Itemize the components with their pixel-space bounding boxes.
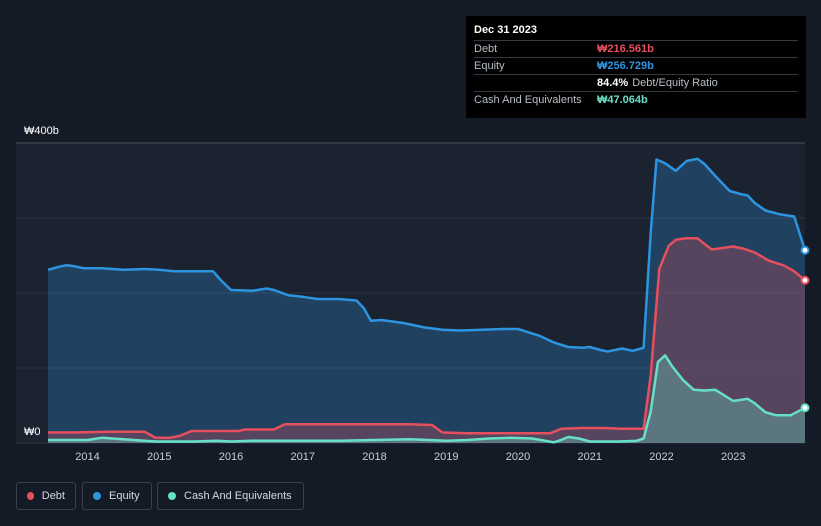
x-tick-label: 2020 (506, 451, 530, 463)
x-tick-label: 2018 (362, 451, 386, 463)
tooltip-panel: Dec 31 2023 Debt ₩216.561b Equity ₩256.7… (466, 16, 806, 118)
tooltip-equity-value: ₩256.729b (597, 60, 654, 72)
x-tick-label: 2023 (721, 451, 745, 463)
legend-cash-label: Cash And Equivalents (184, 490, 292, 502)
series-endpoints (800, 245, 810, 413)
legend-item-cash[interactable]: Cash And Equivalents (157, 482, 304, 510)
tooltip-debt-value: ₩216.561b (597, 43, 654, 55)
tooltip-row-cash: Cash And Equivalents ₩47.064b (474, 91, 798, 109)
tooltip-row-equity: Equity ₩256.729b (474, 57, 798, 75)
debt-endpoint (800, 275, 810, 285)
x-tick-label: 2019 (434, 451, 458, 463)
x-tick-label: 2014 (75, 451, 99, 463)
tooltip-equity-label: Equity (474, 60, 505, 72)
tooltip-cash-label: Cash And Equivalents (474, 94, 582, 106)
legend-item-debt[interactable]: Debt (16, 482, 76, 510)
x-tick-label: 2016 (219, 451, 243, 463)
y-tick-label: ₩0 (24, 426, 41, 438)
cash-dot-icon (168, 492, 176, 500)
y-tick-label: ₩400b (24, 125, 59, 137)
cash-endpoint (800, 403, 810, 413)
equity-area (48, 158, 805, 444)
legend-item-equity[interactable]: Equity (82, 482, 152, 510)
x-axis-labels: 2014 2015 2016 2017 2018 2019 2020 2021 2022 2023 (75, 451, 745, 463)
tooltip-row-ratio: 84.4% Debt/Equity Ratio (474, 74, 798, 92)
gridlines (16, 142, 805, 444)
tooltip-ratio-label: Debt/Equity Ratio (632, 77, 718, 89)
tooltip-ratio: 84.4% Debt/Equity Ratio (597, 77, 718, 89)
cash-line (48, 354, 806, 444)
tooltip-debt-label: Debt (474, 43, 498, 55)
equity-line (47, 157, 807, 353)
x-tick-label: 2015 (147, 451, 171, 463)
x-tick-label: 2017 (290, 451, 314, 463)
tooltip-date: Dec 31 2023 (474, 24, 537, 36)
tooltip-row-debt: Debt ₩216.561b (474, 40, 798, 58)
x-tick-label: 2021 (577, 451, 601, 463)
y-axis-labels: ₩400b ₩0 (24, 125, 59, 438)
x-tick-label: 2022 (649, 451, 673, 463)
series-lines (47, 157, 807, 444)
legend-debt-label: Debt (41, 490, 65, 502)
legend-equity-label: Equity (109, 490, 140, 502)
debt-dot-icon (27, 492, 34, 500)
debt-line (48, 237, 806, 440)
equity-endpoint (800, 245, 810, 255)
tooltip-cash-value: ₩47.064b (597, 94, 648, 106)
equity-dot-icon (93, 492, 101, 500)
tooltip-ratio-value: 84.4% (597, 77, 629, 89)
